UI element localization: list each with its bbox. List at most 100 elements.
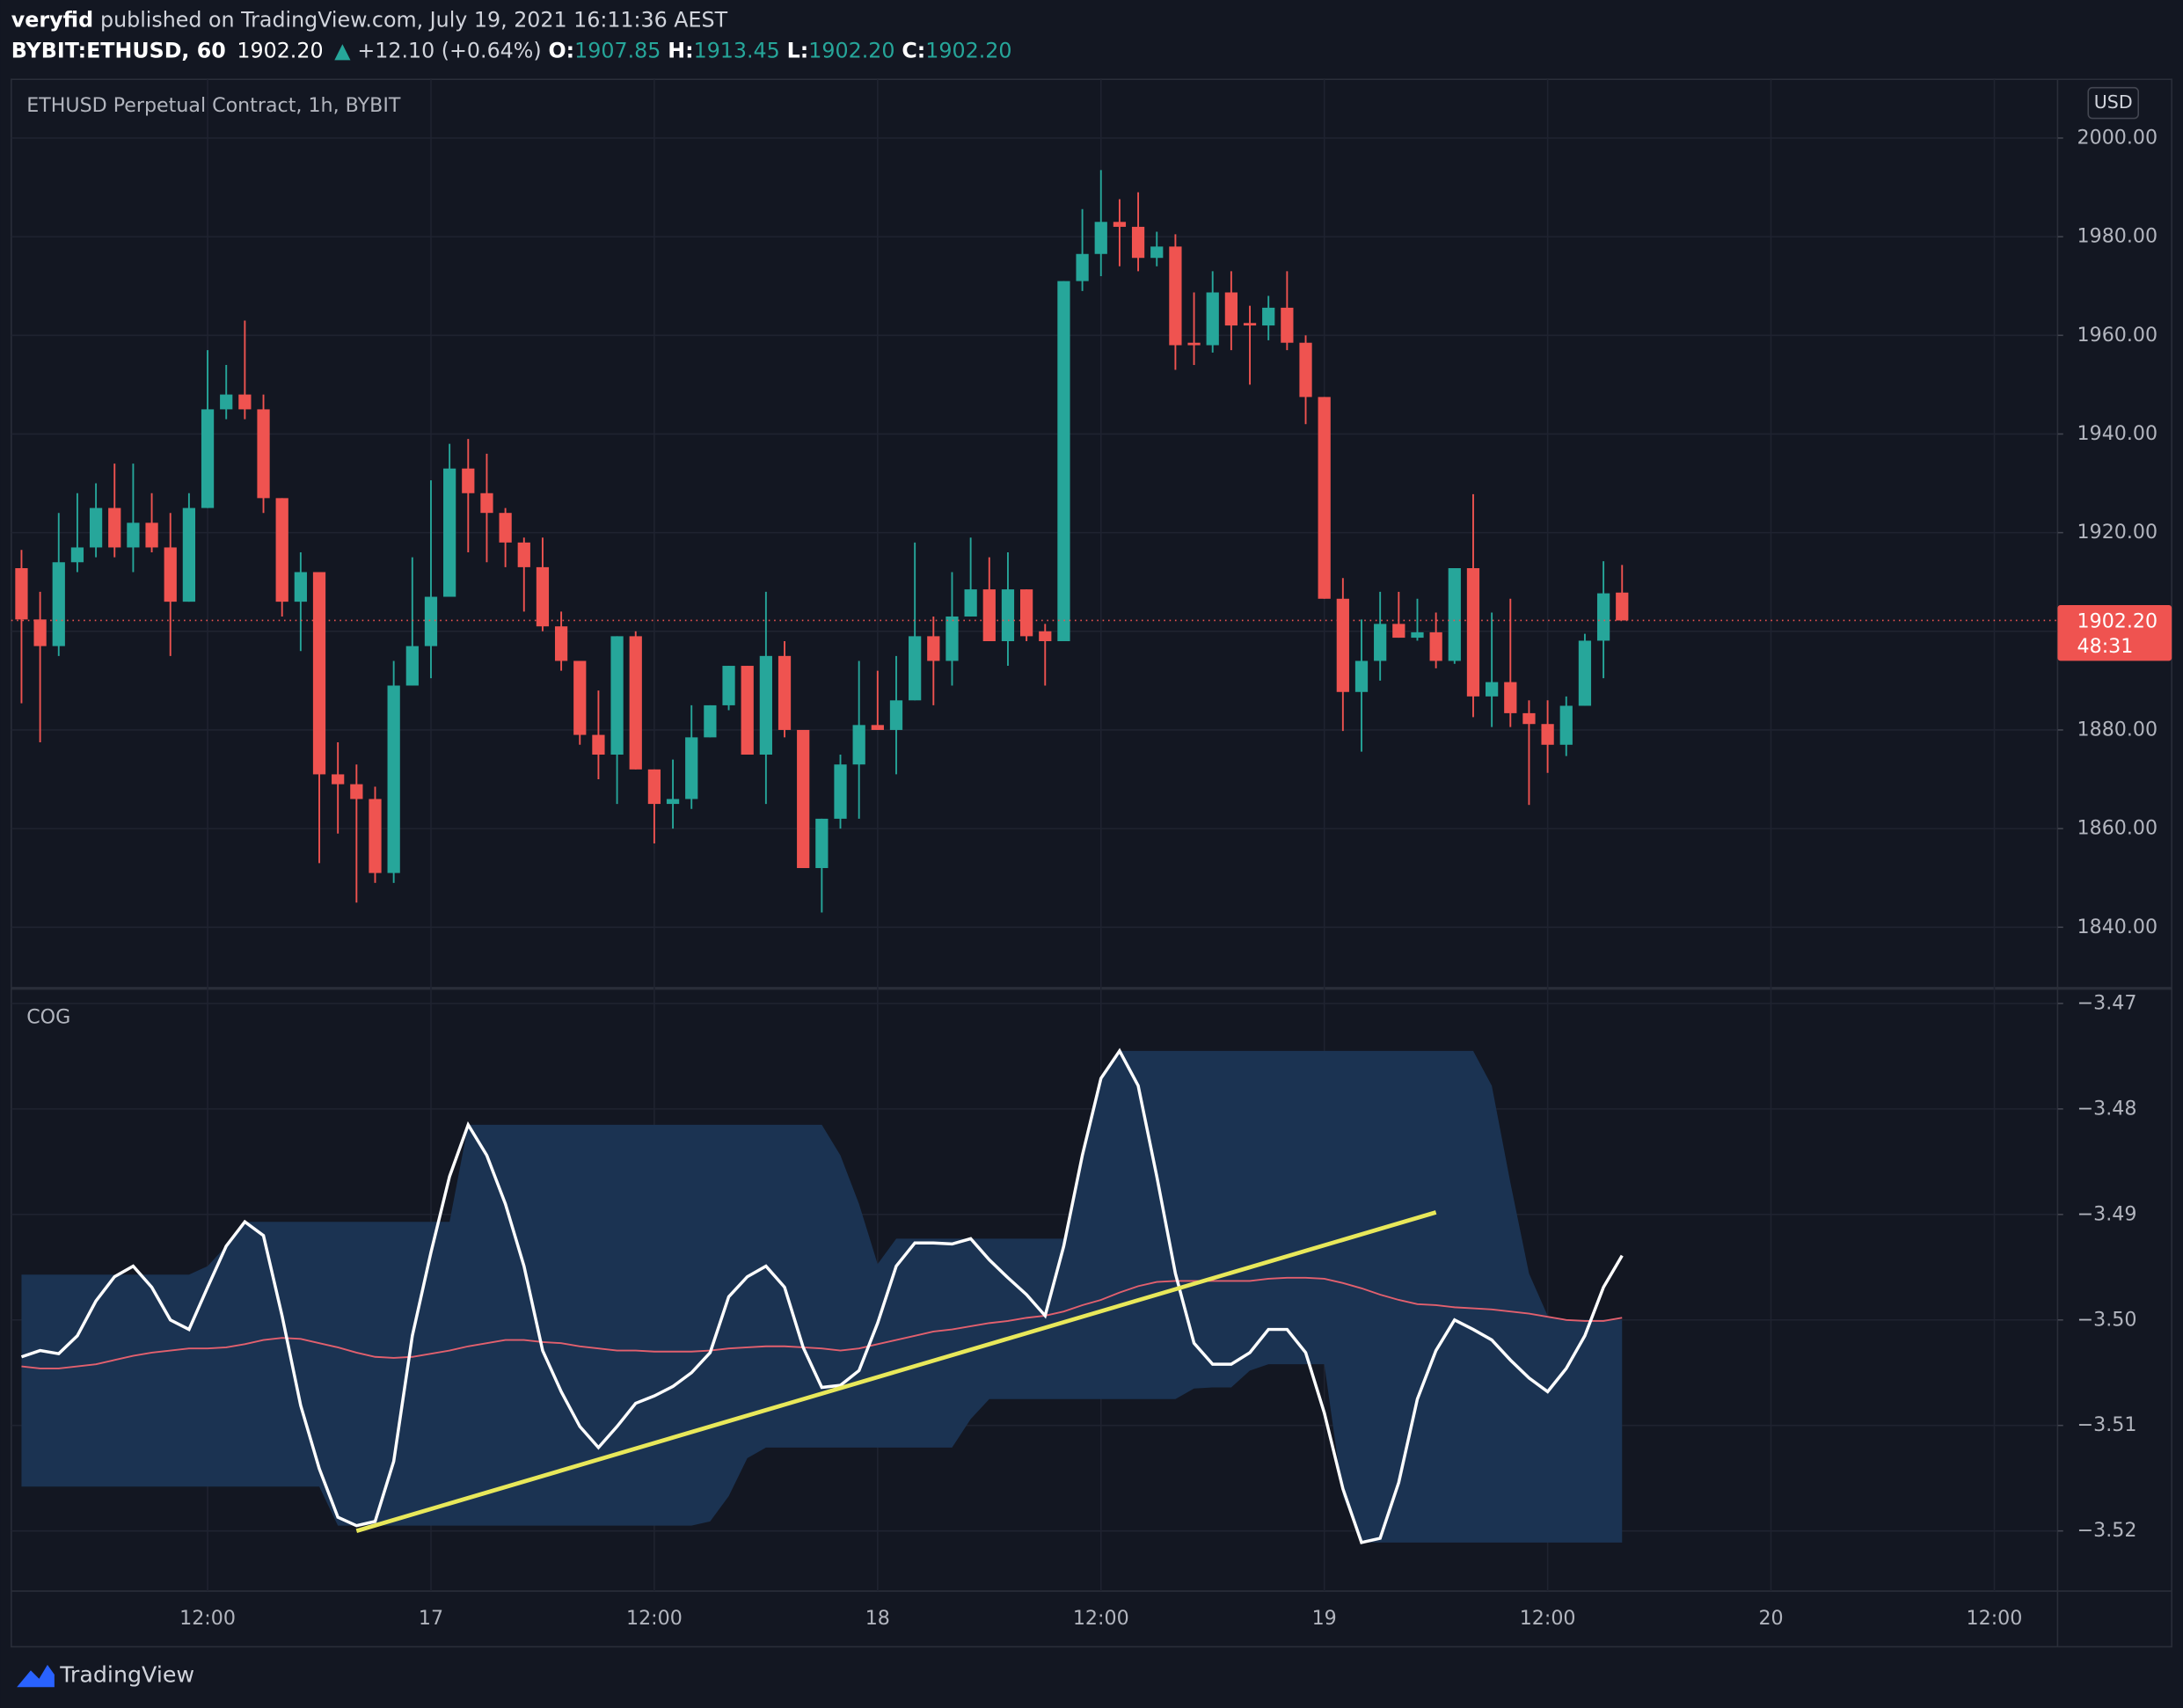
candle-body (945, 616, 959, 661)
plot-layer: 12:00 17 12:00 18 12:00 19 12:00 20 12:00 1840.00… (11, 79, 2172, 1630)
x-tick-label: 12:00 (1073, 1607, 1129, 1630)
candle-body (610, 636, 624, 755)
candle-body (1131, 226, 1145, 259)
brand-logo (17, 1664, 55, 1688)
countdown: 48:31 (2077, 635, 2134, 658)
last-price-label: 1902.20 (2077, 610, 2158, 633)
candle-body (871, 725, 884, 730)
candle-body (70, 547, 84, 563)
candle-body (685, 737, 698, 799)
y-tick-label: 1860.00 (2077, 817, 2158, 840)
c-value: 1902.20 (925, 38, 1011, 62)
candle-body (964, 589, 977, 617)
candle-body (815, 818, 829, 868)
candle-body (927, 636, 940, 661)
l-value: 1902.20 (808, 38, 894, 62)
candle-body (1596, 593, 1610, 641)
candle-body (312, 572, 326, 775)
candle-body (1039, 631, 1052, 642)
candle-body (1243, 323, 1257, 326)
candle-body (294, 572, 307, 602)
x-tick-label: 20 (1758, 1607, 1783, 1630)
arrow: ▲ (334, 38, 351, 62)
published: published on TradingView.com, July 19, 2… (100, 7, 728, 32)
y-tick-label: −3.48 (2077, 1097, 2137, 1120)
y-tick-label: 1940.00 (2077, 422, 2158, 445)
o-value: 1907.85 (574, 38, 661, 62)
candle-body (1224, 292, 1238, 326)
candle-body (1466, 568, 1480, 697)
candle-body (1076, 253, 1089, 281)
y-tick-label: 1840.00 (2077, 916, 2158, 938)
candle-body (220, 394, 233, 410)
y-tick-label: 1960.00 (2077, 324, 2158, 347)
candle-body (238, 394, 252, 410)
candle-body (443, 468, 456, 597)
x-tick-label: 17 (419, 1607, 443, 1630)
pane-title: ETHUSD Perpetual Contract, 1h, BYBIT (26, 94, 401, 117)
candle-body (257, 409, 270, 499)
quote-line: BYBIT:ETHUSD, 60 1902.20 ▲ +12.10 (+0.64%) O… (11, 38, 1012, 62)
x-tick-label: 12:00 (626, 1607, 683, 1630)
candle-body (1448, 568, 1461, 661)
y-tick-label: 2000.00 (2077, 126, 2158, 149)
candle-body (1374, 624, 1387, 661)
candle-body (909, 636, 922, 701)
candle-body (1578, 640, 1592, 706)
publish-line: veryfid published on TradingView.com, Jul… (11, 7, 728, 32)
candle-body (1206, 292, 1219, 346)
candle-body (797, 729, 810, 868)
x-tick-label: 12:00 (1967, 1607, 2023, 1630)
candle-body (1486, 682, 1499, 697)
candle-body (1541, 724, 1554, 745)
candle-body (1504, 682, 1517, 713)
candle-body (778, 655, 792, 730)
y-tick-label: 1880.00 (2077, 718, 2158, 741)
candle-body (1354, 661, 1369, 692)
o-label: O: (549, 38, 575, 62)
last-price-box (2057, 605, 2172, 661)
candle-body (275, 498, 288, 602)
y-tick-label: 1920.00 (2077, 521, 2158, 544)
last-price: 1902.20 (237, 38, 323, 62)
candle-body (759, 655, 772, 755)
candle-body (889, 700, 903, 730)
candle-body (387, 685, 400, 873)
candle-body (1392, 624, 1405, 639)
candle-body (1262, 307, 1275, 326)
y-tick-label: −3.52 (2077, 1519, 2137, 1542)
candle-body (852, 725, 865, 765)
y-tick-label: −3.49 (2077, 1202, 2137, 1225)
y-tick-label: 1980.00 (2077, 225, 2158, 248)
candle-body (1113, 222, 1127, 227)
candle-body (108, 507, 121, 548)
candle-body (647, 769, 661, 805)
trend-line (355, 1210, 1437, 1533)
c-label: C: (902, 38, 925, 62)
y-tick-label: −3.47 (2077, 991, 2137, 1014)
candle-body (517, 542, 530, 567)
candle-body (462, 468, 475, 493)
candle-body (201, 409, 215, 508)
candle-body (982, 589, 996, 642)
y-tick-label: −3.50 (2077, 1308, 2137, 1331)
candle-body (1522, 712, 1536, 725)
candle-body (722, 666, 735, 705)
candle-body (1616, 592, 1629, 621)
candle-body (1411, 631, 1424, 639)
candle-body (1057, 281, 1070, 642)
candle-body (1169, 246, 1182, 346)
logo-icon (17, 1664, 55, 1688)
candle-body (480, 493, 493, 514)
candle-body (573, 661, 587, 735)
candle-body (592, 734, 605, 755)
candle-body (1299, 342, 1312, 398)
candle-body (666, 799, 680, 805)
change: +12.10 (+0.64%) (357, 38, 541, 62)
h-value: 1913.45 (694, 38, 780, 62)
candle-body (1559, 705, 1573, 745)
candle-body (89, 507, 103, 548)
candle-body (1187, 342, 1201, 346)
chart-frame (11, 78, 2172, 1648)
